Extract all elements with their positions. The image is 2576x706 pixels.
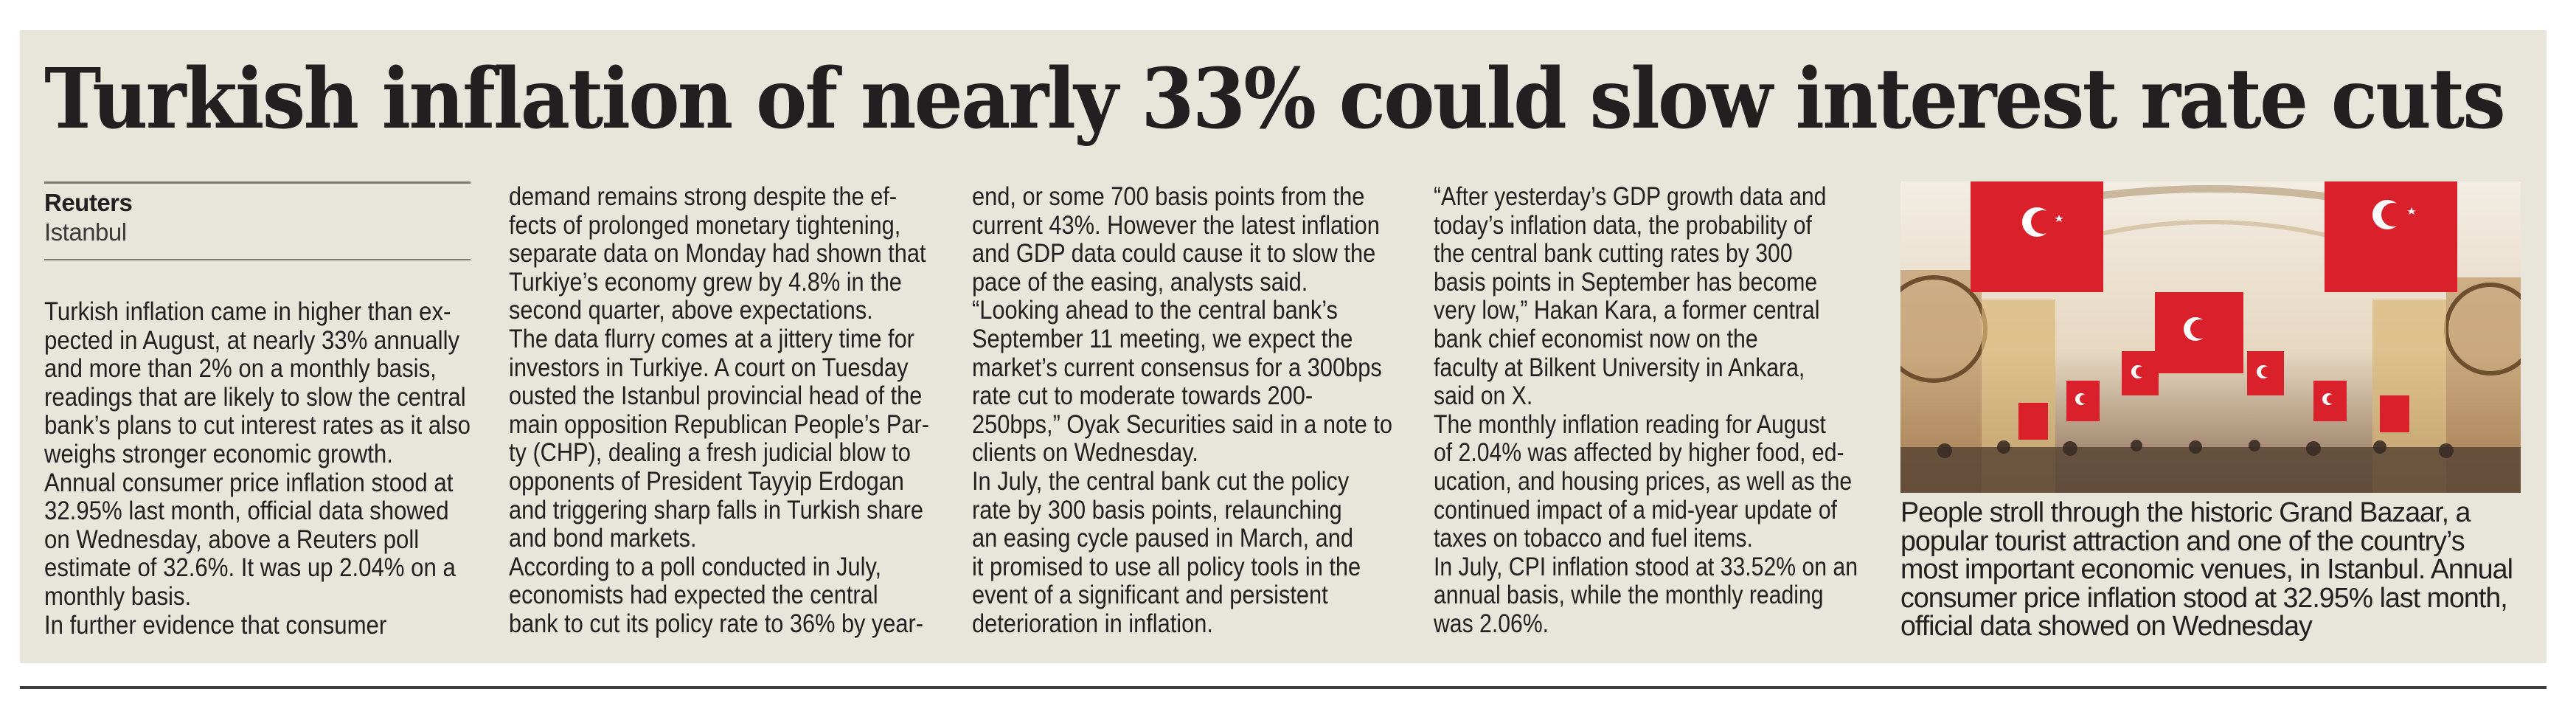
text-line: consumer price inflation stood at 32.95%… <box>1900 582 2508 614</box>
headline: Turkish inflation of nearly 33% could sl… <box>44 51 2506 148</box>
text-line: of 2.04% was affected by higher food, ed… <box>1434 438 1844 468</box>
photo-caption: People stroll through the historic Grand… <box>1900 499 2518 641</box>
text-line: today’s inflation data, the probability … <box>1434 210 1812 240</box>
text-line: economists had expected the central <box>509 581 878 610</box>
text-line: pace of the easing, analysts said. <box>972 267 1308 297</box>
text-line: main opposition Republican People’s Par- <box>509 409 929 439</box>
text-line: and more than 2% on a monthly basis, <box>44 354 437 384</box>
text-line: September 11 meeting, we expect the <box>972 324 1353 353</box>
text-line: fects of prolonged monetary tightening, <box>509 210 901 240</box>
text-line: clients on Wednesday. <box>972 438 1198 468</box>
byline-agency: Reuters <box>44 189 133 216</box>
text-line: demand remains strong despite the ef- <box>509 182 898 211</box>
text-line: rate by 300 basis points, relaunching <box>972 495 1342 525</box>
text-line: faculty at Bilkent University in Ankara, <box>1434 353 1805 382</box>
text-line: market’s current consensus for a 300bps <box>972 353 1382 382</box>
article-column-3: end, or some 700 basis points from the cu… <box>972 182 1450 639</box>
text-line: monthly basis. <box>44 581 192 611</box>
text-line: The data flurry comes at a jittery time … <box>509 324 914 353</box>
text-line: ousted the Istanbul provincial head of t… <box>509 381 923 411</box>
bazaar-image <box>1900 181 2521 493</box>
text-line: an easing cycle paused in March, and <box>972 524 1353 553</box>
text-line: bank to cut its policy rate to 36% by ye… <box>509 609 923 638</box>
text-line: event of a significant and persistent <box>972 581 1328 610</box>
bottom-rule <box>20 686 2547 689</box>
text-line: basis points in September has become <box>1434 267 1818 297</box>
text-line: most important economic venues, in Istan… <box>1900 554 2513 585</box>
text-line: bank’s plans to cut interest rates as it… <box>44 411 471 440</box>
text-line: second quarter, above expectations. <box>509 296 873 325</box>
text-line: official data showed on Wednesday <box>1900 611 2313 642</box>
text-line: was 2.06%. <box>1434 609 1549 638</box>
text-line: pected in August, at nearly 33% annually <box>44 325 460 355</box>
text-line: readings that are likely to slow the cen… <box>44 382 466 412</box>
text-line: and triggering sharp falls in Turkish sh… <box>509 495 923 525</box>
text-line: it promised to use all policy tools in t… <box>972 552 1361 581</box>
text-line: investors in Turkiye. A court on Tuesday <box>509 353 909 382</box>
text-line: ty (CHP), dealing a fresh judicial blow … <box>509 438 911 468</box>
text-line: on Wednesday, above a Reuters poll <box>44 525 420 554</box>
crowd <box>1900 447 2521 493</box>
article-column-4: “After yesterday’s GDP growth data and to… <box>1434 182 1926 639</box>
text-line: very low,” Hakan Kara, a former central <box>1434 296 1820 325</box>
article-column-1: Turkish inflation came in higher than ex… <box>44 297 523 640</box>
text-line: 250bps,” Oyak Securities said in a note … <box>972 409 1392 439</box>
text-line: and bond markets. <box>509 524 697 553</box>
article-column-2: demand remains strong despite the ef-fec… <box>509 182 987 639</box>
text-line: Annual consumer price inflation stood at <box>44 468 454 497</box>
text-line: taxes on tobacco and fuel items. <box>1434 524 1753 553</box>
text-line: “After yesterday’s GDP growth data and <box>1434 182 1827 211</box>
byline-bottom-rule <box>44 259 471 260</box>
text-line: ucation, and housing prices, as well as … <box>1434 466 1853 496</box>
text-line: In July, the central bank cut the policy <box>972 466 1350 496</box>
byline-top-rule <box>44 181 471 184</box>
text-line: In further evidence that consumer <box>44 610 387 640</box>
text-line: 32.95% last month, official data showed <box>44 496 449 526</box>
text-line: current 43%. However the latest inflatio… <box>972 210 1380 240</box>
text-line: the central bank cutting rates by 300 <box>1434 239 1793 269</box>
text-line: end, or some 700 basis points from the <box>972 182 1365 211</box>
text-line: The monthly inflation reading for August <box>1434 409 1826 439</box>
text-line: annual basis, while the monthly reading <box>1434 581 1824 610</box>
text-line: estimate of 32.6%. It was up 2.04% on a <box>44 553 456 583</box>
text-line: popular tourist attraction and one of th… <box>1900 525 2465 557</box>
text-line: rate cut to moderate towards 200- <box>972 381 1313 411</box>
text-line: bank chief economist now on the <box>1434 324 1758 353</box>
text-line: Turkish inflation came in higher than ex… <box>44 297 451 326</box>
text-line: and GDP data could cause it to slow the <box>972 239 1376 269</box>
text-line: weighs stronger economic growth. <box>44 439 393 468</box>
text-line: Turkiye’s economy grew by 4.8% in the <box>509 267 902 297</box>
text-line: According to a poll conducted in July, <box>509 552 882 581</box>
grand-bazaar-photo <box>1900 181 2521 493</box>
turkish-flags <box>1971 181 2457 440</box>
text-line: opponents of President Tayyip Erdogan <box>509 466 904 496</box>
byline-location: Istanbul <box>44 218 127 246</box>
text-line: said on X. <box>1434 381 1533 411</box>
text-line: People stroll through the historic Grand… <box>1900 497 2471 528</box>
text-line: separate data on Monday had shown that <box>509 239 926 269</box>
text-line: “Looking ahead to the central bank’s <box>972 296 1338 325</box>
text-line: continued impact of a mid-year update of <box>1434 495 1838 525</box>
text-line: deterioration in inflation. <box>972 609 1213 638</box>
text-line: In July, CPI inflation stood at 33.52% o… <box>1434 552 1858 581</box>
